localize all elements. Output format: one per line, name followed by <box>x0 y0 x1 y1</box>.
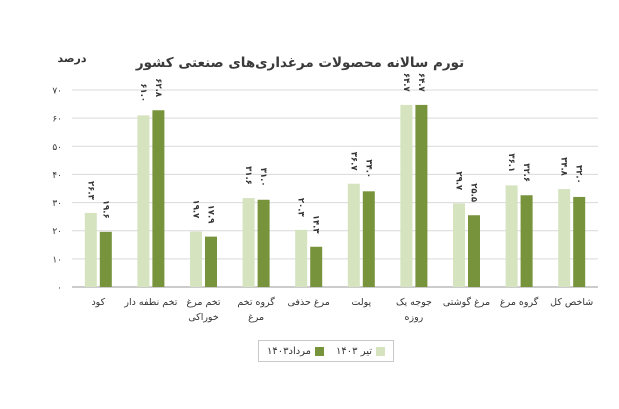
data-label: ۶۲.۸ <box>153 78 163 98</box>
data-label: ۱۹.۶ <box>100 200 110 219</box>
legend: تیر ۱۴۰۳ مرداد۱۴۰۳ <box>258 340 395 362</box>
x-tick-label: خوراکی <box>188 312 219 323</box>
bar <box>505 185 518 287</box>
legend-item-series-2: مرداد۱۴۰۳ <box>267 345 325 357</box>
legend-item-series-1: تیر ۱۴۰۳ <box>336 345 386 357</box>
x-tick-label: تخم نطفه دار <box>123 297 177 308</box>
bar <box>362 191 375 287</box>
data-label: ۱۷.۹ <box>206 205 216 225</box>
legend-label-series-2: مرداد۱۴۰۳ <box>267 345 312 357</box>
data-labels: ۳۴.۸ ۳۲.۰ ۳۶.۱ ۳۲.۶ ۲۹.۷ ۲۵.۵ ۶۴.۷ ۶۴.۷ ۳۶.۷ ۳۴.۰… <box>85 73 583 234</box>
data-label: ۳۶.۷ <box>348 152 358 172</box>
y-axis-label: درصد <box>58 52 87 65</box>
x-tick-label: روزه <box>405 312 424 323</box>
x-axis-ticks: شاخص کل گروه مرغ مرغ گوشتی جوجه یک روزه پولت م… <box>91 296 593 323</box>
bar <box>347 183 360 287</box>
data-label: ۳۶.۱ <box>506 153 516 172</box>
y-axis-ticks: ۰ ۱۰ ۲۰ ۳۰ ۴۰ ۵۰ ۶۰ ۷۰ <box>52 87 62 294</box>
legend-swatch-series-1 <box>376 346 386 356</box>
x-tick-label: مرغ گوشتی <box>443 296 490 308</box>
x-tick-label: کود <box>91 297 105 308</box>
legend-swatch-series-2 <box>315 346 325 356</box>
data-label: ۳۱.۰ <box>258 168 268 187</box>
data-label: ۳۴.۸ <box>559 157 569 177</box>
data-label: ۶۴.۷ <box>416 73 426 93</box>
data-label: ۲۵.۵ <box>469 183 479 202</box>
bar <box>310 246 323 287</box>
y-tick-label: ۷۰ <box>52 87 62 97</box>
x-tick-label: گروه مرغ <box>500 296 539 308</box>
bar <box>415 104 428 287</box>
data-label: ۱۴.۳ <box>311 215 321 235</box>
chart-title: تورم سالانه محصولات مرغداری‌های صنعتی کش… <box>135 55 464 71</box>
bar <box>558 189 571 287</box>
bar <box>400 104 413 287</box>
y-tick-label: ۶۰ <box>52 115 62 125</box>
bar <box>84 212 97 287</box>
y-tick-label: ۳۰ <box>52 199 62 209</box>
bar <box>573 196 586 287</box>
x-tick-label: شاخص کل <box>550 297 593 308</box>
x-tick-label: جوجه یک <box>396 297 432 308</box>
bar <box>468 215 480 287</box>
data-label: ۳۴.۰ <box>363 159 373 178</box>
data-label: ۲۹.۷ <box>454 171 464 191</box>
bars <box>84 104 586 288</box>
bar <box>137 115 150 287</box>
bar <box>99 231 112 287</box>
bar <box>190 231 202 287</box>
y-tick-label: ۲۰ <box>52 227 62 237</box>
data-label: ۶۱.۰ <box>138 83 148 102</box>
bar <box>295 229 308 287</box>
data-label: ۳۱.۶ <box>243 166 253 185</box>
x-tick-label: مرغ <box>248 312 264 323</box>
x-tick-label: مرغ حذفی <box>288 297 330 308</box>
data-label: ۱۹.۷ <box>191 200 201 220</box>
x-tick-label: گروه تخم <box>237 296 275 308</box>
bar <box>257 199 270 287</box>
y-tick-label: ۴۰ <box>52 171 62 181</box>
data-label: ۳۲.۶ <box>521 163 531 182</box>
data-label: ۶۴.۷ <box>401 73 411 93</box>
x-tick-label: تخم مرغ <box>186 297 220 308</box>
grid-lines <box>72 89 598 288</box>
data-label: ۳۲.۰ <box>574 165 584 184</box>
data-label: ۲۰.۳ <box>296 198 306 218</box>
y-tick-label: ۰ <box>57 284 62 294</box>
bar <box>205 236 217 287</box>
x-tick-label: پولت <box>351 297 371 308</box>
y-tick-label: ۱۰ <box>52 255 62 265</box>
bar <box>242 198 255 287</box>
y-tick-label: ۵۰ <box>52 143 62 153</box>
data-label: ۲۶.۳ <box>85 181 95 201</box>
bar <box>453 203 465 287</box>
bar <box>152 110 165 288</box>
legend-label-series-1: تیر ۱۴۰۳ <box>336 345 373 357</box>
bar <box>520 195 533 287</box>
